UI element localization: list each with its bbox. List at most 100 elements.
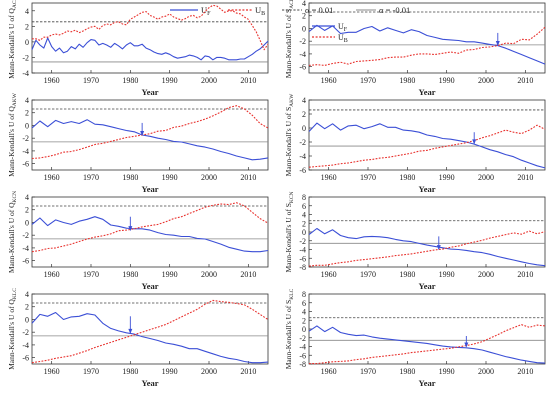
y-tick-label: 2 [25,109,29,118]
x-tick-label: 1990 [439,173,455,182]
y-tick-label: -4 [22,147,29,156]
y-tick-label: 2 [302,110,306,119]
y-tick-label: -4 [299,152,306,161]
y-tick-label: 0 [302,325,306,334]
x-tick-label: 1980 [122,173,138,182]
change-point-arrowhead [128,328,133,334]
series-ub-line [31,105,269,160]
x-tick-label: 2000 [201,270,217,279]
x-tick-label: 2010 [517,76,533,85]
y-tick-label: -2 [22,134,29,143]
y-tick-label: 2 [25,22,29,31]
chart-panel-5: -6 -4 -2 0 2 4 1960 1970 1980 1990 2000 2010 Year Man… [7,191,269,291]
x-axis-label: Year [142,184,159,194]
y-axis-label: Mann-Kendall's U of QKCN [7,191,18,273]
y-tick-label: 0 [302,24,306,33]
y-axis-label: Mann-Kendall's U of SAKW [284,93,295,176]
y-tick-label: 4 [25,193,29,202]
y-axis-label: Mann-Kendall's U of SACL [284,0,295,78]
y-axis-label: Mann-Kendall's U of SKLC [284,288,295,369]
y-axis-label: Mann-Kendall's U of QAKW [7,92,18,177]
y-axis-label-sub: AKW [12,92,18,106]
y-tick-label: 0 [302,228,306,237]
x-tick-label: 1970 [360,270,376,279]
y-axis-label: Mann-Kendall's U of QACL [7,0,18,79]
x-tick-label: 1980 [399,173,415,182]
x-tick-label: 2000 [478,76,494,85]
x-tick-label: 2000 [478,173,494,182]
x-tick-label: 1990 [162,270,178,279]
y-tick-label: 0 [302,124,306,133]
y-tick-label: -2 [22,328,29,337]
series-ub-line [31,202,269,253]
y-axis-label-main: Mann-Kendall's U of Q [7,8,16,79]
y-tick-label: -6 [299,254,306,263]
y-tick-label: -4 [299,246,306,255]
y-axis-label-main: Mann-Kendall's U of Q [7,106,16,177]
plot-frame [31,2,269,74]
y-tick-label: 0 [25,315,29,324]
y-tick-label: 4 [302,308,306,317]
series-uf-line [31,216,269,253]
x-axis-label: Year [419,87,436,97]
chart-panel-2: -6 -4 -2 0 2 4 1960 1970 1980 1990 2000 2010 Year Man… [284,0,546,97]
y-tick-label: -6 [299,63,306,72]
x-tick-label: 1990 [162,367,178,376]
y-tick-label: -8 [299,360,306,369]
y-tick-label: -4 [22,244,29,253]
x-axis-label: Year [419,184,436,194]
y-tick-label: 4 [25,96,29,105]
y-tick-label: 8 [302,290,306,299]
change-point-arrowhead [128,226,133,232]
x-tick-label: 1960 [321,367,337,376]
y-tick-label: 0 [25,121,29,130]
x-tick-label: 1980 [122,76,138,85]
x-tick-label: 1960 [321,173,337,182]
x-tick-label: 1980 [399,270,415,279]
chart-panel-1: -4 -2 0 2 4 1960 1970 1980 1990 2000 2010 Year Mann-… [7,0,269,97]
y-tick-label: -2 [299,237,306,246]
x-tick-label: 2010 [517,173,533,182]
plot-frame [308,99,546,171]
x-tick-label: 1970 [83,270,99,279]
change-point-arrowhead [472,139,477,145]
series-uf-line [31,37,269,61]
y-axis-label: Mann-Kendall's U of SKCN [284,191,295,272]
y-axis-label-sub: ACL [12,0,18,8]
legend-uf-label-right: UF [338,22,348,33]
x-tick-label: 1970 [360,76,376,85]
series-uf-line [308,227,546,267]
plot-frame [31,293,269,365]
y-tick-label: -2 [22,53,29,62]
x-tick-label: 2000 [201,76,217,85]
x-tick-label: 2010 [517,270,533,279]
y-axis-label: Mann-Kendall's U of QKLC [7,288,18,370]
x-tick-label: 2010 [240,270,256,279]
chart-panel-3: -6 -4 -2 0 2 4 1960 1970 1980 1990 2000 2010 Year Man… [7,92,269,194]
y-tick-label: -4 [22,69,29,78]
legend-ub-label-right: UB [338,33,348,44]
change-point-arrowhead [495,41,500,46]
y-tick-label: -6 [22,354,29,363]
y-tick-label: 2 [25,303,29,312]
x-tick-label: 1960 [321,76,337,85]
x-tick-label: 1970 [83,367,99,376]
x-tick-label: 1990 [439,367,455,376]
x-tick-label: 2000 [478,367,494,376]
y-axis-label-main: Mann-Kendall's U of S [284,203,293,272]
y-tick-label: 6 [302,299,306,308]
y-tick-label: -4 [22,341,29,350]
x-tick-label: 1990 [162,173,178,182]
y-tick-label: 4 [302,0,306,8]
y-axis-label-main: Mann-Kendall's U of S [284,107,293,176]
change-point-arrowhead [140,131,145,136]
x-tick-label: 2010 [240,173,256,182]
x-tick-label: 1990 [439,270,455,279]
y-axis-label-sub: KLC [12,288,18,299]
y-axis-label-main: Mann-Kendall's U of Q [7,202,16,273]
x-tick-label: 1980 [399,76,415,85]
legend-alpha-neg-label: α = -0.01 [379,5,410,15]
